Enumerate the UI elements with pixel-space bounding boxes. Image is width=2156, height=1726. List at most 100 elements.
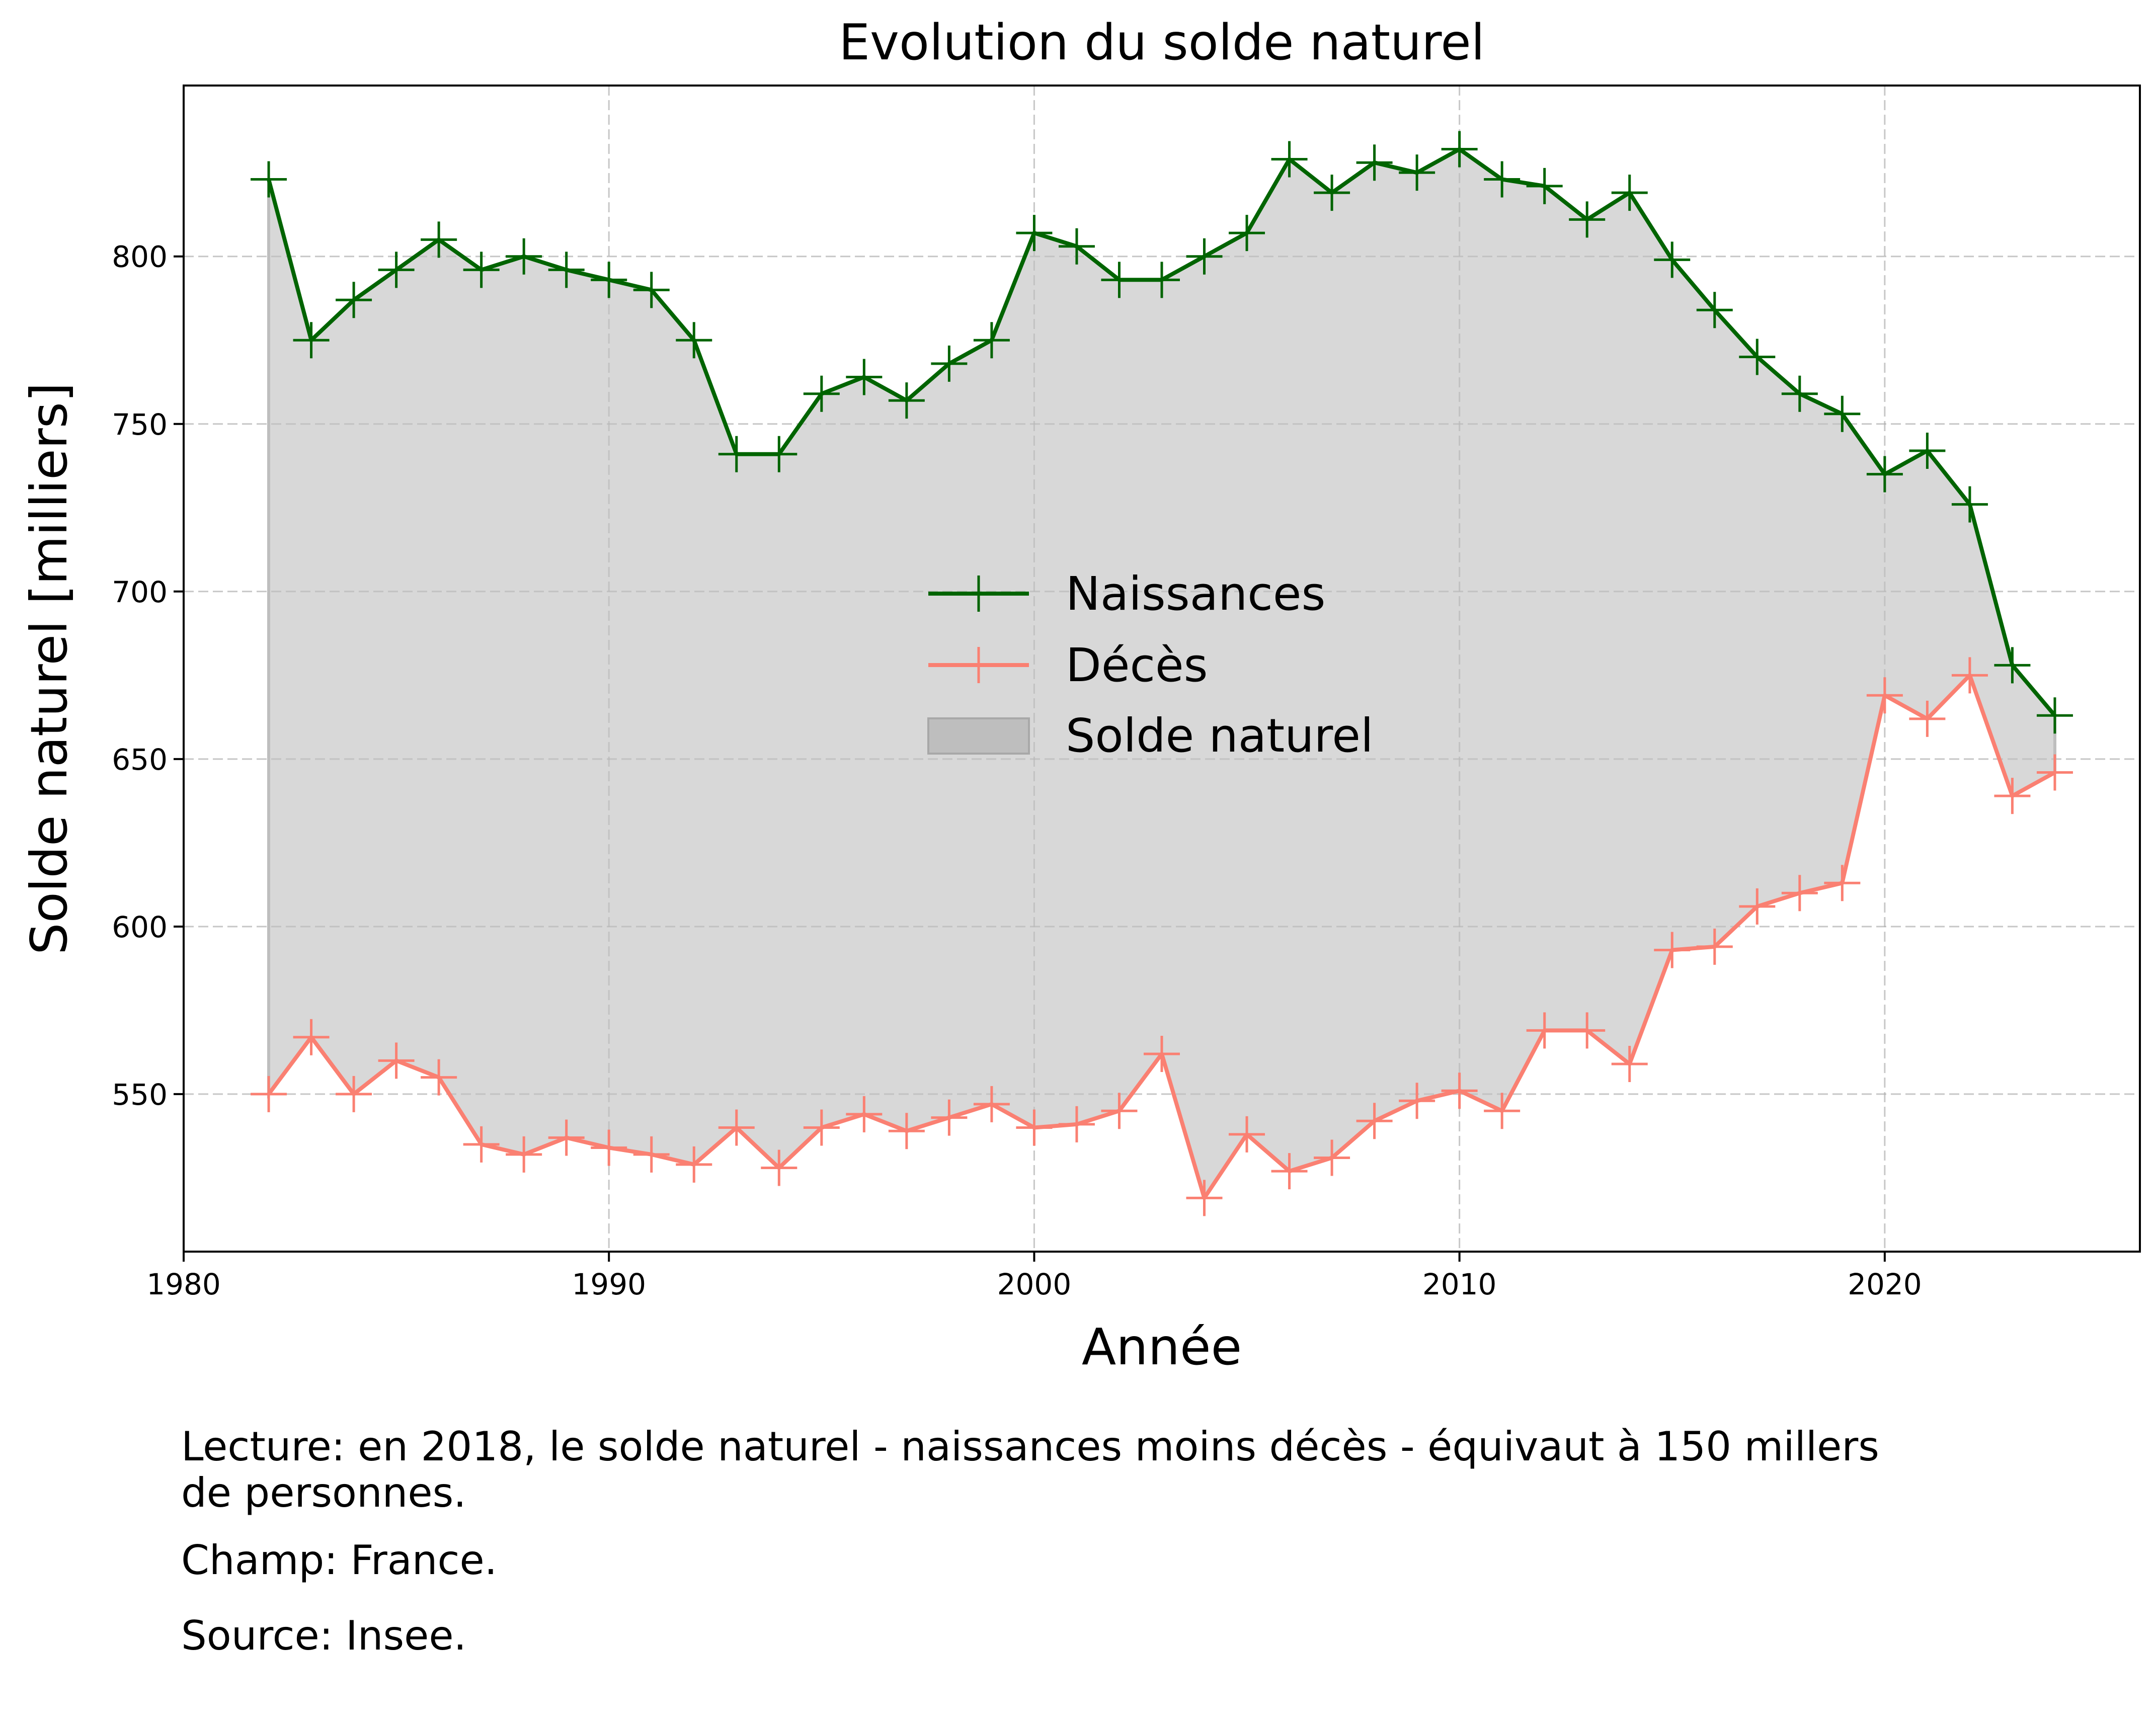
naissances-point [718,436,755,472]
deces-point [1101,1093,1138,1129]
deces-point [1229,1116,1265,1153]
naissances-point [1484,161,1521,198]
legend-naissances-marker [961,576,997,612]
naissances-point [1144,262,1180,298]
deces-point [1526,1012,1563,1049]
naissances-point [251,161,287,198]
deces-point [591,1129,627,1166]
deces-point [1314,1139,1350,1176]
naissances-point [1994,647,2031,684]
deces-point [761,1149,797,1186]
y-tick-label: 600 [112,910,168,944]
deces-point [846,1096,883,1132]
deces-point [633,1136,670,1173]
naissances-point [1611,175,1648,211]
legend-solde-swatch [927,717,1030,755]
legend-deces-label: Décès [1066,638,1208,692]
naissances-point [506,238,542,275]
deces-point [1144,1036,1180,1073]
deces-point [718,1109,755,1146]
x-tick-label: 2020 [1848,1267,1922,1301]
naissances-point [293,322,330,359]
deces-point [888,1113,925,1149]
legend-deces-marker [961,647,997,683]
deces-point [1951,657,1988,694]
deces-point [2036,754,2073,791]
lecture-note-line2: de personnes. [181,1469,466,1516]
naissances-point [1696,292,1733,328]
naissances-point [846,359,883,395]
naissances-point [463,252,500,288]
deces-point [1441,1073,1478,1109]
plot-frame [183,85,2141,1253]
deces-point [1909,700,1946,737]
deces-point [1739,888,1776,925]
naissances-point [888,382,925,419]
y-axis-label: Solde naturel [milliers] [20,382,78,955]
naissances-point [378,252,415,288]
deces-point [251,1076,287,1112]
deces-point [336,1076,372,1112]
deces-point [378,1042,415,1079]
deces-point [931,1099,968,1136]
naissances-point [1781,375,1818,412]
naissances-point [548,252,585,288]
naissances-point [1271,141,1308,178]
legend-naissances-label: Naissances [1066,567,1325,621]
naissances-point [1399,154,1435,191]
deces-point [1484,1093,1521,1129]
champ-note: Champ: France. [181,1537,498,1584]
naissances-point [803,375,840,412]
deces-point [1356,1103,1393,1139]
naissances-point [1866,456,1903,492]
naissances-point [1824,395,1861,432]
naissances-point [1229,215,1265,252]
deces-point [1611,1045,1648,1082]
x-tick-label: 2000 [997,1267,1072,1301]
deces-point [1058,1106,1095,1142]
deces-point [1866,677,1903,714]
naissances-point [1739,339,1776,375]
naissances-point [931,345,968,382]
x-tick-label: 1980 [146,1267,221,1301]
naissances-point [1356,144,1393,181]
series-group [251,131,2073,1216]
deces-point [1654,932,1691,968]
naissances-point [1526,168,1563,204]
x-tick-label: 1990 [572,1267,646,1301]
deces-point [463,1126,500,1163]
naissances-point [1314,175,1350,211]
legend: Naissances Décès Solde naturel [927,567,1374,763]
x-tick-label: 2010 [1422,1267,1497,1301]
naissances-point [1016,215,1053,252]
naissances-point [1654,241,1691,278]
y-tick-label: 700 [112,575,168,609]
chart-notes: Lecture: en 2018, le solde naturel - nai… [181,1424,2143,1659]
naissances-point [1909,433,1946,469]
lecture-note-line1: Lecture: en 2018, le solde naturel - nai… [181,1423,1879,1470]
y-tick-label: 750 [112,407,168,442]
naissances-point [421,221,457,258]
deces-point [1781,875,1818,912]
y-tick-label: 550 [112,1078,168,1112]
deces-point [1186,1180,1223,1216]
y-tick-label: 650 [112,743,168,777]
naissances-point [2036,697,2073,734]
deces-point [421,1059,457,1096]
ticks: 1980 1990 2000 2010 2020 550 600 650 700 750 800 [112,240,1922,1301]
naissances-point [1186,238,1223,275]
deces-point [1399,1083,1435,1119]
x-axis-label: Année [1082,1318,1242,1376]
deces-point [293,1019,330,1055]
naissances-point [1441,131,1478,168]
deces-point [548,1119,585,1156]
deces-point [1824,865,1861,901]
deces-point [506,1136,542,1173]
naissances-point [633,272,670,308]
naissances-point [1951,486,1988,523]
naissances-point [1569,201,1606,238]
deces-point [676,1146,712,1183]
naissances-point [973,322,1010,359]
naissances-point [591,262,627,298]
